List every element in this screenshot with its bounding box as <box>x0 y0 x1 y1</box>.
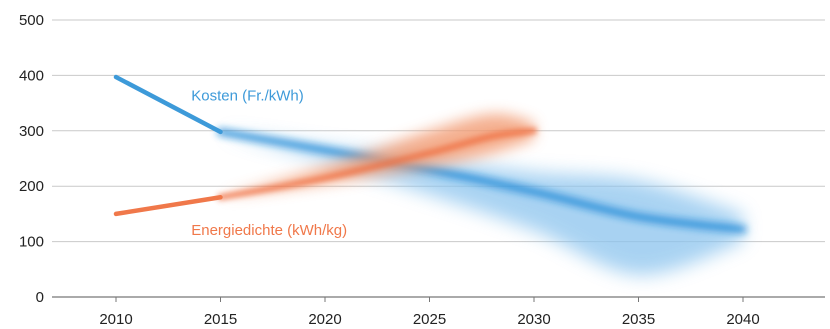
y-tick-label: 0 <box>36 289 44 306</box>
x-tick-label: 2030 <box>517 311 550 328</box>
series-labels: Kosten (Fr./kWh) Energiedichte (kWh/kg) <box>191 87 347 239</box>
y-tick-label: 100 <box>19 234 44 251</box>
y-tick-label: 500 <box>19 12 44 29</box>
x-tick-label: 2040 <box>726 311 759 328</box>
series-label-energiedichte: Energiedichte (kWh/kg) <box>191 222 347 239</box>
x-tick-label: 2035 <box>622 311 655 328</box>
x-tick-label: 2010 <box>99 311 132 328</box>
x-tick-label: 2020 <box>308 311 341 328</box>
projection-band-energiedichte <box>220 114 534 198</box>
y-tick-label: 400 <box>19 67 44 84</box>
series-line-kosten <box>113 74 223 135</box>
projection-center-energiedichte <box>217 127 537 201</box>
x-tick-label: 2015 <box>204 311 237 328</box>
series-line-energiedichte <box>113 195 223 217</box>
x-tick-label: 2025 <box>413 311 446 328</box>
y-tick-label: 300 <box>19 123 44 140</box>
projection-bands <box>217 114 747 275</box>
tick-labels: 0 100 200 300 400 500 2010 2015 2020 2025 2030 2035… <box>19 12 760 328</box>
y-tick-label: 200 <box>19 178 44 195</box>
projection-center-kosten <box>217 128 747 233</box>
series-label-kosten: Kosten (Fr./kWh) <box>191 87 304 104</box>
series-lines <box>113 74 223 217</box>
